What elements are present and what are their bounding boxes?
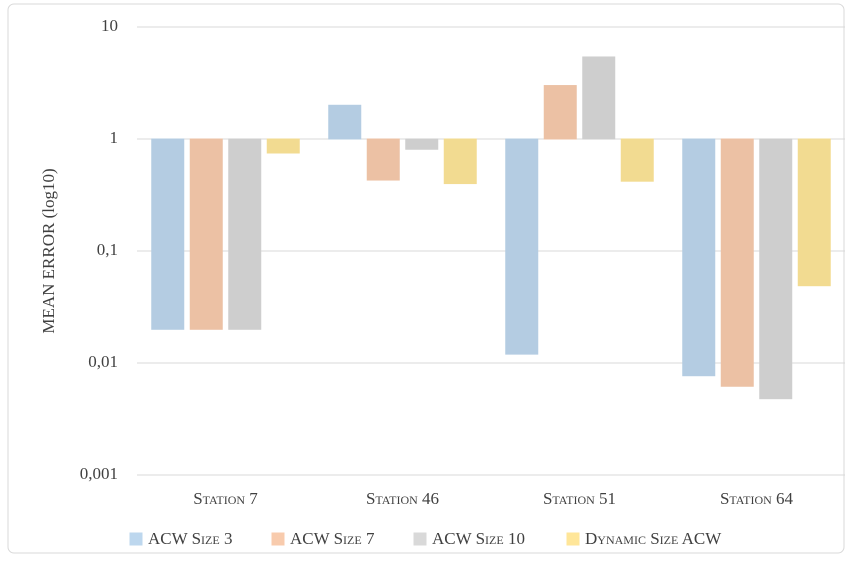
bar bbox=[543, 85, 577, 140]
legend-label: ACW Size 10 bbox=[432, 529, 525, 548]
bar bbox=[759, 138, 793, 400]
chart-frame bbox=[7, 3, 845, 554]
bar bbox=[682, 138, 716, 377]
y-tick-label: 0,1 bbox=[97, 240, 118, 259]
bar bbox=[266, 138, 300, 154]
bar bbox=[151, 138, 185, 330]
bar bbox=[228, 138, 262, 330]
x-tick-label: Station 7 bbox=[193, 489, 258, 508]
bar bbox=[405, 138, 439, 150]
bar bbox=[189, 138, 223, 330]
legend-swatch bbox=[413, 532, 427, 546]
x-tick-label: Station 51 bbox=[543, 489, 616, 508]
bar bbox=[797, 138, 831, 287]
legend-label: ACW Size 7 bbox=[290, 529, 375, 548]
bar bbox=[505, 138, 539, 355]
bar bbox=[328, 104, 362, 140]
x-tick-label: Station 46 bbox=[366, 489, 439, 508]
bar bbox=[720, 138, 754, 387]
y-tick-label: 0,001 bbox=[80, 464, 118, 483]
y-axis-label: MEAN ERROR (log10) bbox=[39, 168, 58, 333]
y-tick-label: 0,01 bbox=[88, 352, 118, 371]
legend-swatch bbox=[129, 532, 143, 546]
bar bbox=[620, 138, 654, 182]
y-tick-label: 1 bbox=[110, 128, 119, 147]
legend-swatch bbox=[566, 532, 580, 546]
bar bbox=[366, 138, 400, 181]
bar bbox=[582, 56, 616, 140]
bar bbox=[443, 138, 477, 185]
legend-label: ACW Size 3 bbox=[148, 529, 232, 548]
legend-label: Dynamic Size ACW bbox=[585, 529, 722, 548]
legend-swatch bbox=[271, 532, 285, 546]
x-tick-label: Station 64 bbox=[720, 489, 794, 508]
y-tick-label: 10 bbox=[101, 16, 118, 35]
